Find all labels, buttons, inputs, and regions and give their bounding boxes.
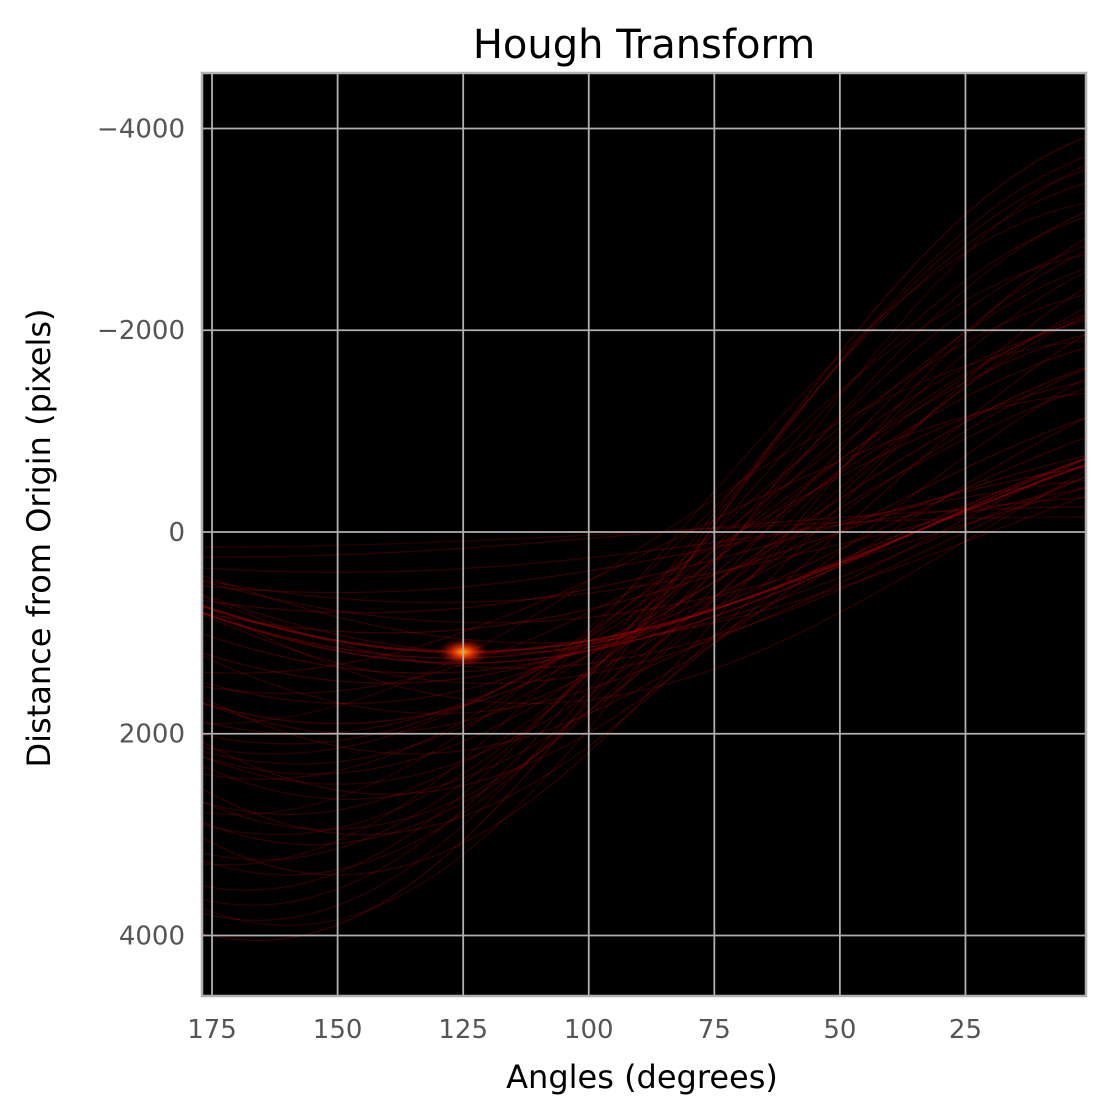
hough-curve [202,417,1086,715]
hough-curve [202,479,1086,594]
hough-curve [202,506,1086,558]
y-tick-label: −4000 [97,114,185,144]
hough-curve [202,469,1086,705]
hough-curve [202,333,1086,745]
y-tick-label: −2000 [97,316,185,346]
hough-curve [202,307,1086,800]
hough-curve [202,340,1086,725]
x-tick-label: 25 [949,1015,982,1045]
hough-curve [202,320,1086,755]
hough-curve [202,245,1086,836]
hough-curve [202,347,1086,735]
x-tick-label: 175 [187,1015,237,1045]
x-tick-label: 125 [438,1015,488,1045]
sinusoid-curves [202,136,1086,942]
hough-curve [202,496,1086,573]
y-axis-label: Distance from Origin (pixels) [20,309,58,768]
hough-curve [202,380,1086,694]
hough-curve [202,237,1086,876]
chart-title: Hough Transform [473,22,815,68]
hough-curve [202,457,1086,664]
hough-curve [202,313,1086,775]
hough-curve [202,317,1086,765]
hough-curve [202,136,1086,942]
hough-curve [202,366,1086,725]
x-tick-label: 150 [313,1015,363,1045]
hough-curve [202,486,1086,604]
x-tick-label: 50 [823,1015,856,1045]
hough-curve [202,466,1086,614]
hough-curve [202,463,1086,654]
hough-curve [202,315,1086,785]
plot-frame [200,71,1088,998]
x-tick-label: 75 [698,1015,731,1045]
hough-curve [202,392,1086,674]
x-tick-labels: 175 150 125 100 75 50 25 [187,1015,982,1045]
hough-curve [202,216,1086,861]
hough-curve [202,271,1086,831]
hough-curve [202,387,1086,705]
hough-curve [202,487,1086,624]
y-tick-label: 2000 [119,720,185,750]
x-tick-label: 100 [564,1015,614,1045]
hough-curve [202,293,1086,780]
hough-curve [202,202,1086,866]
grid-lines [202,73,1086,996]
hough-curve [202,267,1086,815]
hough-curve [202,457,1086,684]
hough-curve [202,475,1086,669]
hough-curve [202,457,1086,659]
y-tick-label: 4000 [119,921,185,951]
hough-curve [202,169,1086,906]
hough-curve [202,377,1086,755]
hough-curve [202,156,1086,921]
hough-curve [202,495,1086,644]
hough-curve [202,211,1086,876]
hough-curve [202,182,1086,891]
hough-curve [202,476,1086,654]
y-tick-labels: −4000 −2000 0 2000 4000 [97,114,185,951]
y-tick-label: 0 [168,518,185,548]
plot-background [202,73,1086,996]
hough-curve [202,254,1086,815]
hough-curve [202,436,1086,674]
hough-curve [202,333,1086,795]
x-axis-label: Angles (degrees) [506,1058,778,1096]
hough-curve [202,417,1086,684]
hough-curve [202,286,1086,836]
hough-curve [202,455,1086,634]
hough-curve [202,250,1086,846]
hough-curve [202,164,1086,927]
